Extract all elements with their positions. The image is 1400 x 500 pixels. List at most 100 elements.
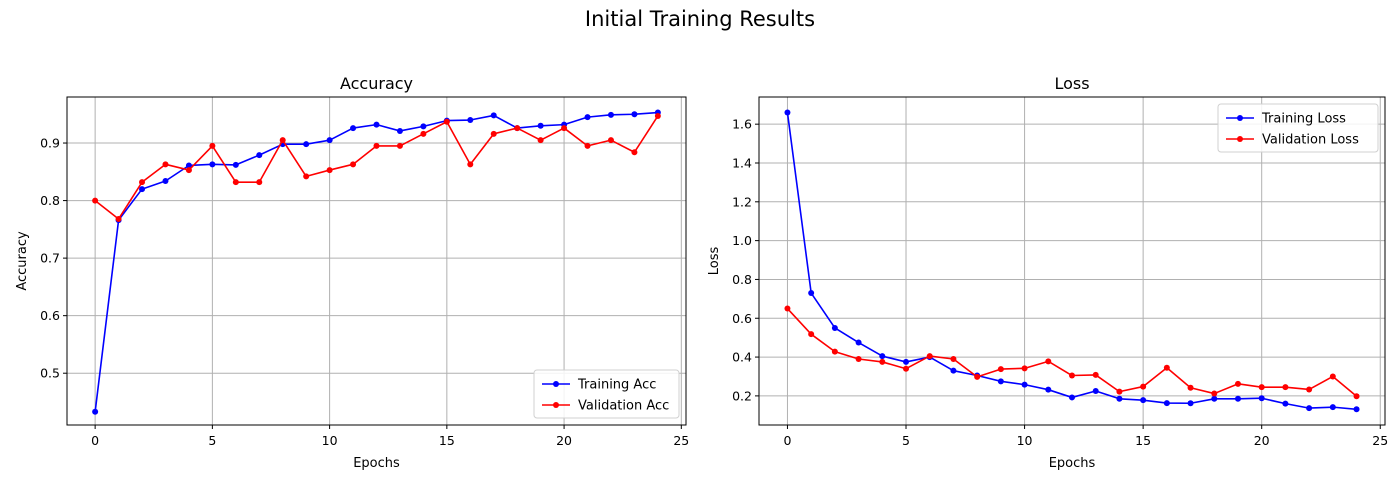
x-tick-label: 15 [439,433,455,448]
data-point [784,305,791,312]
data-point [162,161,169,168]
x-tick-label: 5 [902,433,910,448]
data-point [279,137,286,144]
data-point [1140,383,1147,390]
data-point [903,365,910,372]
data-point [1069,394,1075,401]
data-point [903,358,910,365]
data-point [373,142,380,149]
y-tick-label: 1.6 [732,117,752,132]
figure-title: Initial Training Results [585,7,815,31]
x-tick-label: 0 [91,433,99,448]
data-point [467,117,474,124]
data-point [139,179,146,186]
legend-marker [553,402,559,408]
data-point [1306,405,1313,412]
data-point [139,186,146,193]
data-point [1258,395,1265,402]
data-point [209,161,216,168]
x-axis-label: Epochs [1049,456,1096,471]
accuracy-chart: 0 5 10 15 20 25 0.5 0.6 0.7 0.8 0.9 Accuracy Epochs A… [15,74,689,471]
data-point [490,112,497,119]
chart-title: Loss [1054,74,1089,93]
data-point [1258,384,1265,391]
x-tick-label: 10 [322,433,338,448]
data-point [537,122,544,129]
data-point [115,215,122,222]
data-point [584,142,591,149]
data-point [808,290,815,297]
data-point [256,152,263,159]
data-point [232,161,239,168]
data-point [855,339,862,346]
data-point [443,118,450,125]
data-point [350,125,357,132]
series-line [786,308,1358,397]
legend-label: Training Acc [577,378,656,393]
data-point [831,324,838,331]
x-tick-label: 5 [208,433,216,448]
data-point [831,348,838,355]
series-line [786,112,1357,411]
legend-box [1217,103,1379,153]
data-point [1163,400,1170,407]
y-tick-label: 1.0 [732,233,752,248]
data-point [350,161,357,168]
data-point [396,142,403,149]
data-point [1211,395,1218,402]
data-point [92,408,99,415]
data-point [1282,400,1289,407]
y-tick-label: 0.8 [732,272,752,287]
data-point [879,353,886,360]
data-point [232,179,239,186]
data-point [1116,395,1123,402]
data-point [1092,388,1099,395]
data-point [584,114,591,121]
data-point [1329,373,1336,380]
data-point [808,331,815,338]
data-point [1353,406,1360,413]
data-point [303,141,310,148]
x-tick-label: 25 [673,433,689,448]
y-tick-label: 0.6 [732,311,752,326]
legend-marker [1237,115,1243,121]
data-point [303,173,310,180]
data-point [326,167,333,174]
y-tick-label: 0.4 [732,350,752,365]
legend-marker [553,381,559,387]
x-axis-label: Epochs [353,456,400,471]
data-point [467,161,474,168]
data-point [185,162,192,169]
data-point [950,356,957,363]
data-point [654,112,661,119]
data-point [631,111,638,118]
data-point [855,356,862,363]
data-point [537,137,544,144]
y-tick-label: 0.9 [40,136,60,151]
x-tick-label: 0 [783,433,791,448]
data-point [1021,381,1028,388]
data-point [631,149,638,156]
data-point [1234,395,1241,402]
data-point [396,127,403,134]
y-axis-label: Loss [707,247,722,276]
data-point [1045,386,1052,393]
y-tick-label: 0.7 [40,251,60,266]
data-point [974,373,981,380]
x-tick-label: 20 [1254,433,1270,448]
data-point [256,179,263,186]
legend-label: Training Loss [1261,112,1346,127]
data-point [373,121,380,128]
data-point [561,125,568,132]
data-point [1353,393,1360,400]
data-point [1163,364,1170,371]
chart-title: Accuracy [340,74,413,93]
data-point [1140,397,1147,404]
data-point [162,178,169,185]
data-point [514,125,521,132]
y-tick-label: 0.6 [40,308,60,323]
x-tick-label: 20 [556,433,572,448]
x-tick-label: 10 [1017,433,1033,448]
data-point [997,378,1004,385]
